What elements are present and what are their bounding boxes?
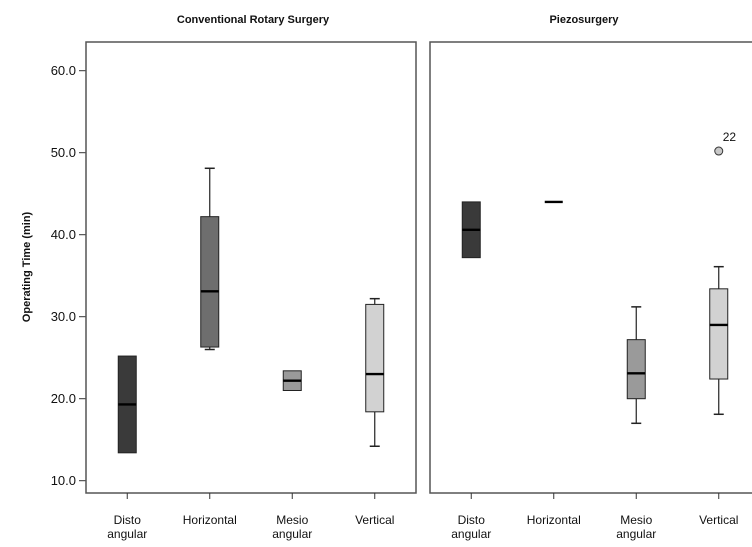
x-tick-label: Disto xyxy=(114,513,142,527)
y-tick-label: 20.0 xyxy=(51,391,76,406)
box-iqr xyxy=(709,288,729,380)
x-tick-label: Disto xyxy=(458,513,486,527)
y-tick-label: 40.0 xyxy=(51,227,76,242)
x-tick-label: Vertical xyxy=(699,513,738,527)
x-tick-label: angular xyxy=(616,527,656,541)
box-iqr xyxy=(365,303,385,413)
x-tick-label: Mesio xyxy=(620,513,652,527)
x-tick-label: Mesio xyxy=(276,513,308,527)
panel-frame xyxy=(429,41,752,494)
x-tick-label: Horizontal xyxy=(527,513,581,527)
x-tick-label: angular xyxy=(272,527,312,541)
y-tick-label: 30.0 xyxy=(51,309,76,324)
box-horizontal: Horizontal xyxy=(527,200,581,527)
y-tick-label: 60.0 xyxy=(51,63,76,78)
box-vertical: Vertical 22 xyxy=(699,130,738,527)
y-axis: 10.0 20.0 30.0 40.0 50.0 60.0 xyxy=(51,63,86,488)
panel-title-left: Conventional Rotary Surgery xyxy=(177,14,330,26)
panel-title-right: Piezosurgery xyxy=(549,14,619,26)
x-tick-label: angular xyxy=(107,527,147,541)
y-tick-label: 10.0 xyxy=(51,473,76,488)
box-iqr xyxy=(200,216,220,348)
panel-frame xyxy=(85,41,417,494)
box-iqr xyxy=(626,339,646,400)
x-tick-label: Vertical xyxy=(355,513,394,527)
x-tick-label: Horizontal xyxy=(183,513,237,527)
box-vertical: Vertical xyxy=(355,297,394,527)
outlier-label: 22 xyxy=(723,130,737,144)
outlier-point xyxy=(714,146,724,156)
x-tick-label: angular xyxy=(451,527,491,541)
y-axis-title: Operating Time (min) xyxy=(21,211,33,322)
box-horizontal: Horizontal xyxy=(183,167,237,527)
y-tick-label: 50.0 xyxy=(51,145,76,160)
